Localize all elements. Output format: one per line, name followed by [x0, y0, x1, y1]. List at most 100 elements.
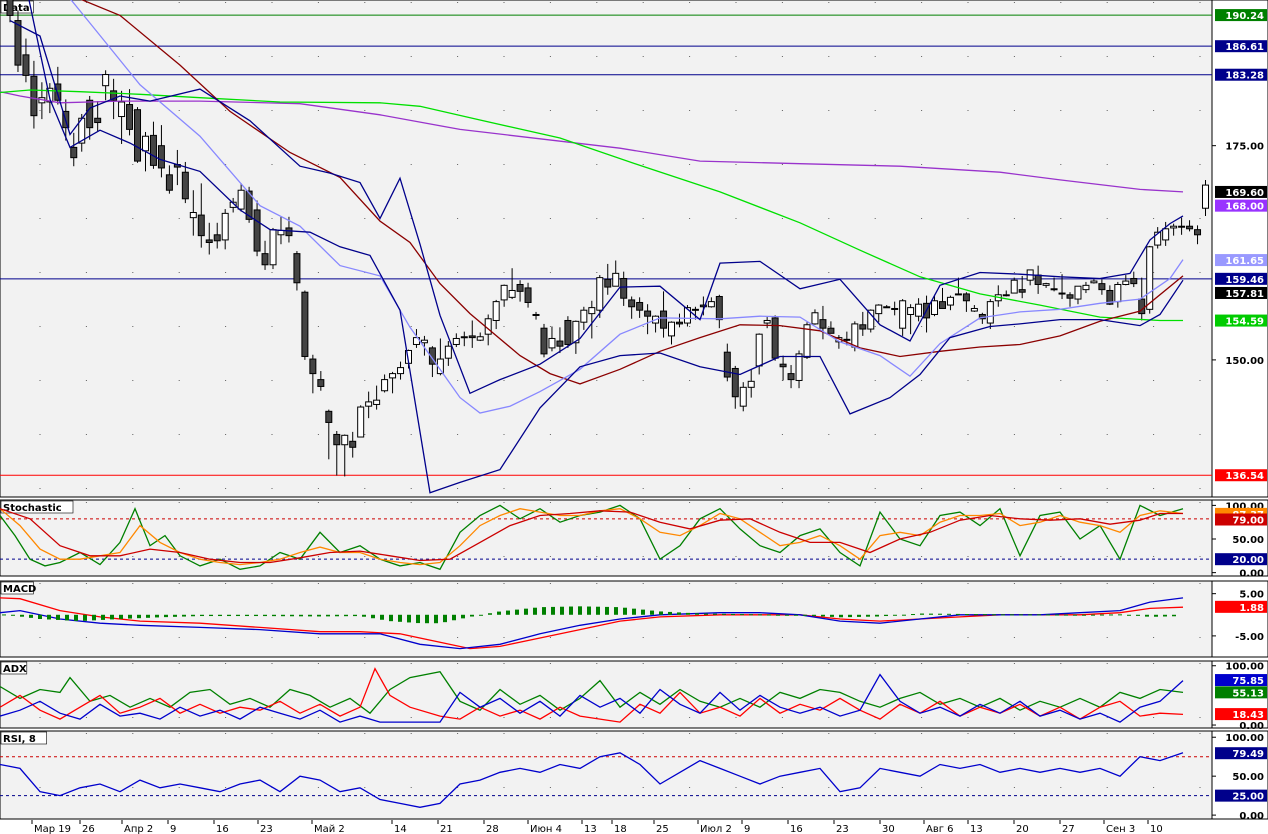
candle-body	[197, 214, 205, 237]
histogram-bar	[101, 614, 105, 620]
histogram-bar	[1055, 614, 1059, 616]
pane-value-axis	[1211, 0, 1268, 498]
time-tick-label: 9	[744, 824, 750, 834]
candle-body	[524, 287, 532, 303]
time-tick-label: 25	[656, 824, 669, 834]
candle-body	[787, 373, 795, 381]
value-label: 100.00	[1225, 662, 1264, 673]
candle-body	[1114, 283, 1122, 303]
candle-body	[875, 304, 883, 315]
histogram-bar	[38, 614, 42, 619]
candle-body	[580, 309, 588, 323]
candle-body	[1042, 283, 1050, 286]
time-tick-label: 16	[216, 824, 229, 834]
histogram-bar	[209, 614, 213, 617]
pane-title-box	[0, 581, 34, 595]
histogram-bar	[146, 614, 150, 618]
candle-body	[739, 386, 747, 407]
candle-body	[1106, 289, 1114, 305]
time-tick-label: 9	[170, 824, 176, 834]
candle-body	[668, 321, 676, 337]
candle-body	[1090, 280, 1098, 284]
candle-body	[1058, 292, 1066, 295]
value-label: 154.59	[1225, 317, 1264, 328]
candle-body	[1002, 294, 1010, 297]
candle-body	[508, 289, 516, 298]
histogram-bar	[1028, 614, 1032, 616]
candle-body	[22, 54, 30, 76]
histogram-bar	[2, 614, 6, 616]
histogram-bar	[461, 614, 465, 619]
histogram-bar	[947, 613, 951, 615]
candle-body	[381, 379, 389, 392]
histogram-bar	[776, 614, 780, 616]
candle-body	[1194, 229, 1202, 236]
candle-body	[1066, 294, 1074, 299]
value-label: 175.00	[1225, 142, 1264, 153]
value-label: 50.00	[1232, 535, 1264, 546]
candle-body	[1082, 284, 1090, 291]
candle-body	[1074, 285, 1082, 300]
candle-body	[867, 309, 875, 330]
time-tick-label: Мар 19	[34, 824, 71, 834]
candle-body	[341, 434, 349, 446]
time-tick-label: Май 2	[314, 824, 345, 834]
histogram-bar	[983, 614, 987, 616]
pane-plot-area	[0, 580, 1213, 658]
candle-body	[357, 406, 365, 438]
histogram-bar	[560, 606, 564, 615]
candle-body	[285, 227, 293, 237]
value-label: 190.24	[1225, 11, 1264, 22]
candle-body	[859, 324, 867, 330]
value-label: 0.00	[1239, 569, 1264, 580]
histogram-bar	[1127, 614, 1131, 616]
time-tick-label: 10	[1150, 824, 1163, 834]
histogram-bar	[650, 610, 654, 615]
pane-0: Data 190.24 186.61 183.28 175.00 169.60 168.00…	[0, 0, 1268, 498]
pane-plot-area	[0, 499, 1213, 577]
histogram-bar	[722, 613, 726, 615]
candle-body	[1130, 277, 1138, 285]
histogram-bar	[281, 614, 285, 617]
time-tick-label: Июл 2	[700, 824, 732, 834]
candle-body	[1178, 225, 1186, 228]
pane-title: Stochastic	[3, 503, 62, 514]
candle-body	[189, 212, 197, 219]
candle-body	[444, 345, 452, 359]
histogram-bar	[191, 614, 195, 617]
histogram-bar	[920, 613, 924, 615]
candle-body	[572, 320, 580, 344]
histogram-bar	[884, 614, 888, 617]
histogram-bar	[317, 614, 321, 617]
histogram-bar	[254, 614, 258, 617]
candle-body	[1146, 246, 1154, 310]
candle-body	[221, 212, 229, 241]
time-tick-label: 23	[260, 824, 273, 834]
histogram-bar	[1100, 614, 1104, 616]
candle-body	[604, 278, 612, 288]
value-label: -5.00	[1235, 632, 1264, 643]
candle-body	[779, 363, 787, 368]
candle-body	[14, 20, 22, 66]
histogram-bar	[1145, 614, 1149, 617]
pane-title: ADX	[3, 664, 27, 675]
candle-body	[6, 0, 14, 16]
histogram-bar	[65, 614, 69, 621]
candle-body	[636, 301, 644, 311]
histogram-bar	[758, 614, 762, 616]
candle-body	[1138, 298, 1146, 315]
histogram-bar	[614, 607, 618, 615]
value-badge	[1215, 199, 1267, 212]
series-line	[0, 91, 1184, 193]
candle-body	[755, 333, 763, 367]
histogram-bar	[1037, 614, 1041, 616]
histogram-bar	[749, 614, 753, 616]
histogram-bar	[848, 614, 852, 618]
candle-body	[588, 307, 596, 315]
histogram-bar	[407, 614, 411, 623]
histogram-bar	[479, 614, 483, 616]
candle-body	[492, 301, 500, 321]
histogram-bar	[533, 607, 537, 615]
value-label: 25.00	[1232, 792, 1264, 803]
value-badge	[1215, 686, 1267, 699]
